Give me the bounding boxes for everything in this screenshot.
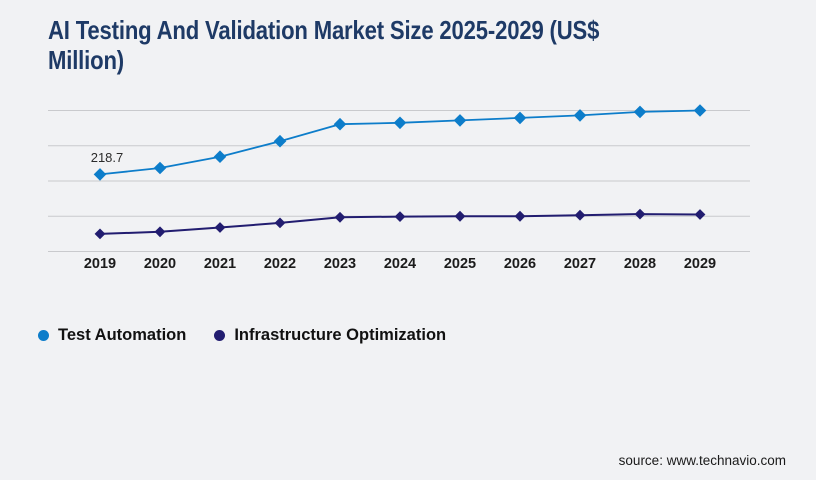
- x-axis-labels: 2019 2020 2021 2022 2023 2024 2025 2026 2027 2028…: [84, 256, 716, 272]
- x-axis-label: 2022: [264, 256, 296, 272]
- x-axis-label: 2026: [504, 256, 536, 272]
- data-point-test-automation: [453, 114, 467, 127]
- series-infrastructure-optimization: [94, 208, 706, 240]
- infrastructure-optimization-marker-icon: [214, 330, 226, 341]
- data-point-infrastructure-optimization: [94, 228, 106, 240]
- data-point-test-automation: [153, 161, 167, 175]
- x-axis-label: 2025: [444, 256, 476, 272]
- point-labels: 218.7: [91, 150, 124, 165]
- data-point-infrastructure-optimization: [274, 217, 286, 229]
- data-point-test-automation: [513, 111, 527, 125]
- data-point-infrastructure-optimization: [394, 211, 406, 222]
- gridlines: [48, 110, 750, 252]
- data-point-test-automation: [573, 109, 587, 122]
- data-point-infrastructure-optimization: [514, 210, 526, 222]
- legend-label-infrastructure-optimization: Infrastructure Optimization: [234, 326, 447, 344]
- line-chart: 218.7 2019 2020 2021 2022 2023 2024 2025 2026 202…: [48, 104, 750, 272]
- page-title-line2: Million): [48, 45, 124, 76]
- data-point-infrastructure-optimization: [154, 226, 166, 238]
- x-axis-label: 2027: [564, 256, 596, 272]
- chart-legend: Test Automation Infrastructure Optimizat…: [38, 326, 446, 345]
- data-point-test-automation: [393, 116, 407, 130]
- data-point-test-automation: [633, 105, 647, 119]
- data-point-infrastructure-optimization: [454, 210, 466, 222]
- data-point-infrastructure-optimization: [334, 211, 346, 223]
- series-test-automation: [93, 104, 707, 181]
- legend-label-test-automation: Test Automation: [58, 326, 187, 344]
- x-axis-label: 2020: [144, 256, 176, 272]
- data-point-test-automation: [693, 104, 707, 117]
- x-axis-label: 2021: [204, 256, 236, 272]
- data-point-test-automation: [213, 150, 227, 163]
- data-point-infrastructure-optimization: [634, 208, 646, 220]
- data-point-test-automation: [93, 168, 107, 181]
- x-axis-label: 2029: [684, 256, 716, 272]
- data-point-infrastructure-optimization: [574, 209, 586, 221]
- x-axis-label: 2019: [84, 256, 116, 272]
- x-axis-label: 2023: [324, 256, 356, 272]
- page-title-line1: AI Testing And Validation Market Size 20…: [48, 15, 600, 45]
- data-point-test-automation: [333, 117, 347, 131]
- source-attribution: source: www.technavio.com: [618, 453, 786, 468]
- x-axis-label: 2028: [624, 256, 656, 272]
- point-value-label: 218.7: [91, 150, 124, 165]
- x-axis-label: 2024: [384, 256, 416, 272]
- legend-item-test-automation: Test Automation: [38, 326, 186, 345]
- legend-item-infrastructure-optimization: Infrastructure Optimization: [214, 326, 446, 345]
- data-point-infrastructure-optimization: [214, 222, 226, 233]
- page-title: AI Testing And Validation Market Size 20…: [48, 15, 599, 76]
- data-point-infrastructure-optimization: [694, 209, 706, 220]
- test-automation-marker-icon: [38, 330, 49, 341]
